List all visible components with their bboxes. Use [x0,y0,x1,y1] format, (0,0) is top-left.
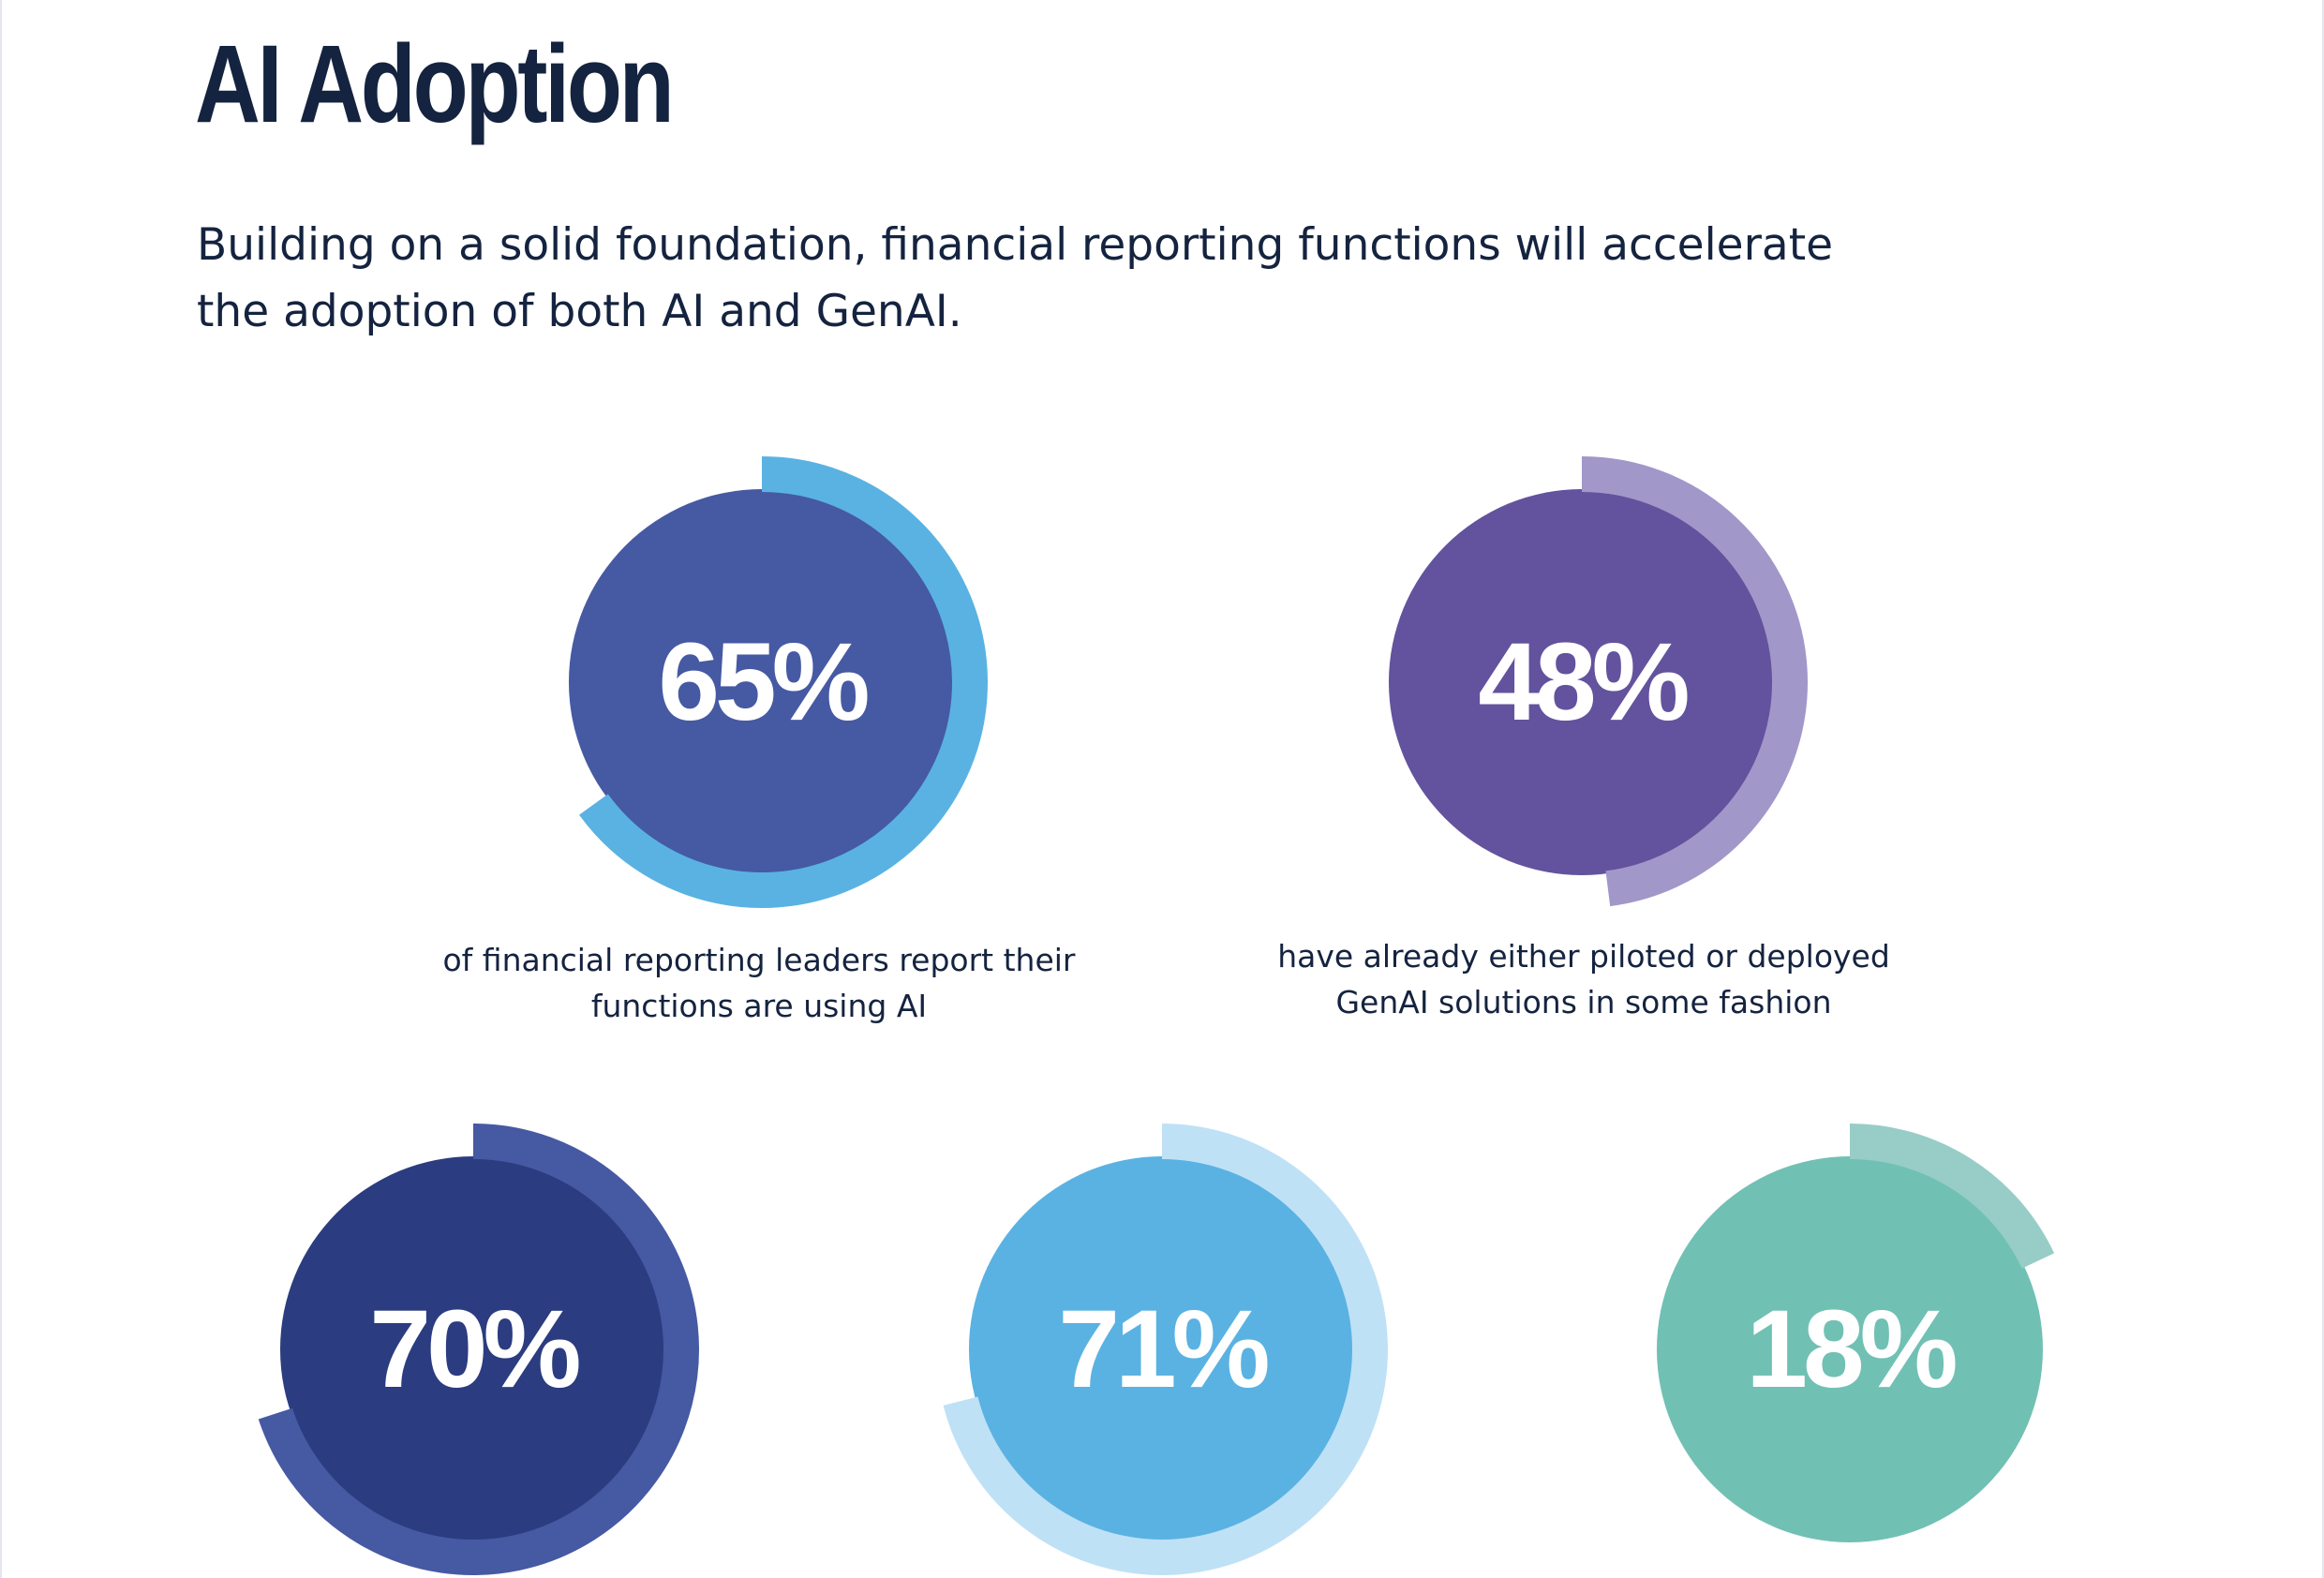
donut-disc-5 [1657,1156,2043,1542]
percent-label-3: 70% [369,1288,578,1411]
caption-1: of financial reporting leaders report th… [442,942,1076,1024]
donut-chart-4: 71% [943,1124,1388,1575]
donut-chart-5: 18% [1657,1124,2055,1542]
caption-2: have already either piloted or deployed … [1277,938,1890,1020]
intro-text: Building on a solid foundation, financia… [197,219,1834,337]
percent-label-4: 71% [1058,1288,1267,1411]
progress-arc-4 [943,1124,1388,1575]
donut-disc-2 [1389,489,1775,875]
donut-disc-3 [280,1156,666,1542]
frame-edge-right [2322,0,2324,1578]
progress-arc-1 [579,456,988,908]
donut-disc-1 [569,489,955,875]
progress-arc-2 [1581,456,1808,907]
progress-arc-3 [258,1124,699,1575]
percent-label-2: 48% [1478,620,1687,744]
percent-label-5: 18% [1746,1288,1955,1411]
donut-chart-1: 65% [569,456,988,908]
progress-arc-5 [1849,1124,2055,1269]
page-title: AI Adoption [195,22,675,146]
donut-chart-3: 70% [258,1124,699,1575]
percent-label-1: 65% [658,620,867,744]
donut-disc-4 [969,1156,1355,1542]
frame-edge-left [0,0,2,1578]
donut-chart-2: 48% [1389,456,1808,907]
